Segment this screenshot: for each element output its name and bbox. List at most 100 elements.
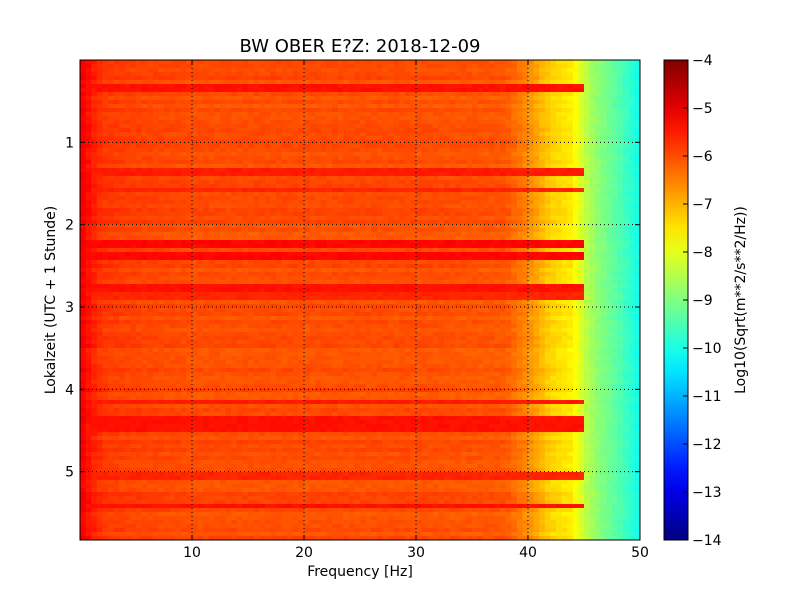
heatmap-cell bbox=[421, 76, 428, 81]
heatmap-cell bbox=[287, 108, 294, 113]
heatmap-cell bbox=[539, 248, 546, 253]
heatmap-cell bbox=[147, 100, 154, 105]
heatmap-cell bbox=[231, 244, 238, 249]
heatmap-cell bbox=[393, 200, 400, 205]
heatmap-cell bbox=[108, 96, 115, 101]
heatmap-cell bbox=[438, 96, 445, 101]
heatmap-cell bbox=[343, 220, 350, 225]
heatmap-cell bbox=[214, 148, 221, 153]
heatmap-cell bbox=[444, 224, 451, 229]
heatmap-cell bbox=[354, 248, 361, 253]
heatmap-cell bbox=[214, 240, 221, 245]
heatmap-cell bbox=[292, 232, 299, 237]
heatmap-cell bbox=[432, 72, 439, 77]
heatmap-cell bbox=[483, 244, 490, 249]
heatmap-cell bbox=[399, 172, 406, 177]
heatmap-cell bbox=[427, 208, 434, 213]
heatmap-cell bbox=[96, 136, 103, 141]
heatmap-cell bbox=[432, 144, 439, 149]
heatmap-cell bbox=[119, 168, 126, 173]
heatmap-cell bbox=[472, 76, 479, 81]
heatmap-cell bbox=[427, 120, 434, 125]
heatmap-cell bbox=[511, 76, 518, 81]
heatmap-cell bbox=[130, 208, 137, 213]
heatmap-cell bbox=[371, 204, 378, 209]
heatmap-cell bbox=[584, 120, 591, 125]
heatmap-cell bbox=[561, 220, 568, 225]
heatmap-cell bbox=[556, 60, 563, 65]
heatmap-cell bbox=[533, 136, 540, 141]
heatmap-cell bbox=[612, 224, 619, 229]
heatmap-cell bbox=[320, 228, 327, 233]
heatmap-cell bbox=[399, 112, 406, 117]
heatmap-cell bbox=[472, 164, 479, 169]
heatmap-cell bbox=[623, 220, 630, 225]
heatmap-cell bbox=[192, 224, 199, 229]
heatmap-cell bbox=[572, 124, 579, 129]
heatmap-cell bbox=[343, 240, 350, 245]
heatmap-cell bbox=[365, 224, 372, 229]
heatmap-cell bbox=[175, 80, 182, 85]
heatmap-cell bbox=[130, 68, 137, 73]
heatmap-cell bbox=[410, 80, 417, 85]
heatmap-cell bbox=[589, 216, 596, 221]
heatmap-cell bbox=[332, 232, 339, 237]
heatmap-cell bbox=[617, 136, 624, 141]
heatmap-cell bbox=[533, 228, 540, 233]
heatmap-cell bbox=[522, 168, 529, 173]
heatmap-cell bbox=[371, 192, 378, 197]
heatmap-cell bbox=[371, 124, 378, 129]
heatmap-cell bbox=[108, 120, 115, 125]
heatmap-cell bbox=[315, 156, 322, 161]
heatmap-cell bbox=[276, 144, 283, 149]
heatmap-cell bbox=[427, 104, 434, 109]
heatmap-cell bbox=[113, 176, 120, 181]
heatmap-cell bbox=[113, 256, 120, 261]
heatmap-cell bbox=[416, 148, 423, 153]
heatmap-cell bbox=[404, 96, 411, 101]
heatmap-cell bbox=[242, 248, 249, 253]
heatmap-cell bbox=[606, 228, 613, 233]
heatmap-cell bbox=[186, 220, 193, 225]
heatmap-cell bbox=[119, 156, 126, 161]
heatmap-cell bbox=[472, 188, 479, 193]
heatmap-cell bbox=[544, 232, 551, 237]
heatmap-cell bbox=[281, 240, 288, 245]
heatmap-cell bbox=[85, 164, 92, 169]
heatmap-cell bbox=[505, 80, 512, 85]
heatmap-cell bbox=[175, 104, 182, 109]
heatmap-cell bbox=[147, 204, 154, 209]
heatmap-cell bbox=[488, 224, 495, 229]
heatmap-cell bbox=[130, 204, 137, 209]
heatmap-cell bbox=[175, 116, 182, 121]
heatmap-cell bbox=[113, 136, 120, 141]
heatmap-cell bbox=[606, 100, 613, 105]
heatmap-cell bbox=[382, 152, 389, 157]
heatmap-cell bbox=[449, 64, 456, 69]
heatmap-cell bbox=[253, 216, 260, 221]
heatmap-cell bbox=[371, 128, 378, 133]
heatmap-cell bbox=[343, 176, 350, 181]
heatmap-cell bbox=[376, 208, 383, 213]
heatmap-cell bbox=[287, 248, 294, 253]
heatmap-cell bbox=[449, 248, 456, 253]
heatmap-cell bbox=[528, 76, 535, 81]
heatmap-cell bbox=[388, 192, 395, 197]
heatmap-cell bbox=[455, 176, 462, 181]
heatmap-cell bbox=[533, 100, 540, 105]
heatmap-cell bbox=[298, 64, 305, 69]
heatmap-cell bbox=[220, 64, 227, 69]
heatmap-cell bbox=[147, 72, 154, 77]
heatmap-cell bbox=[96, 232, 103, 237]
heatmap-cell bbox=[292, 64, 299, 69]
heatmap-cell bbox=[522, 88, 529, 93]
heatmap-cell bbox=[556, 168, 563, 173]
heatmap-cell bbox=[477, 204, 484, 209]
heatmap-cell bbox=[298, 108, 305, 113]
heatmap-cell bbox=[147, 144, 154, 149]
heatmap-cell bbox=[634, 196, 640, 201]
heatmap-cell bbox=[399, 148, 406, 153]
heatmap-cell bbox=[427, 232, 434, 237]
heatmap-cell bbox=[141, 204, 148, 209]
heatmap-cell bbox=[192, 200, 199, 205]
